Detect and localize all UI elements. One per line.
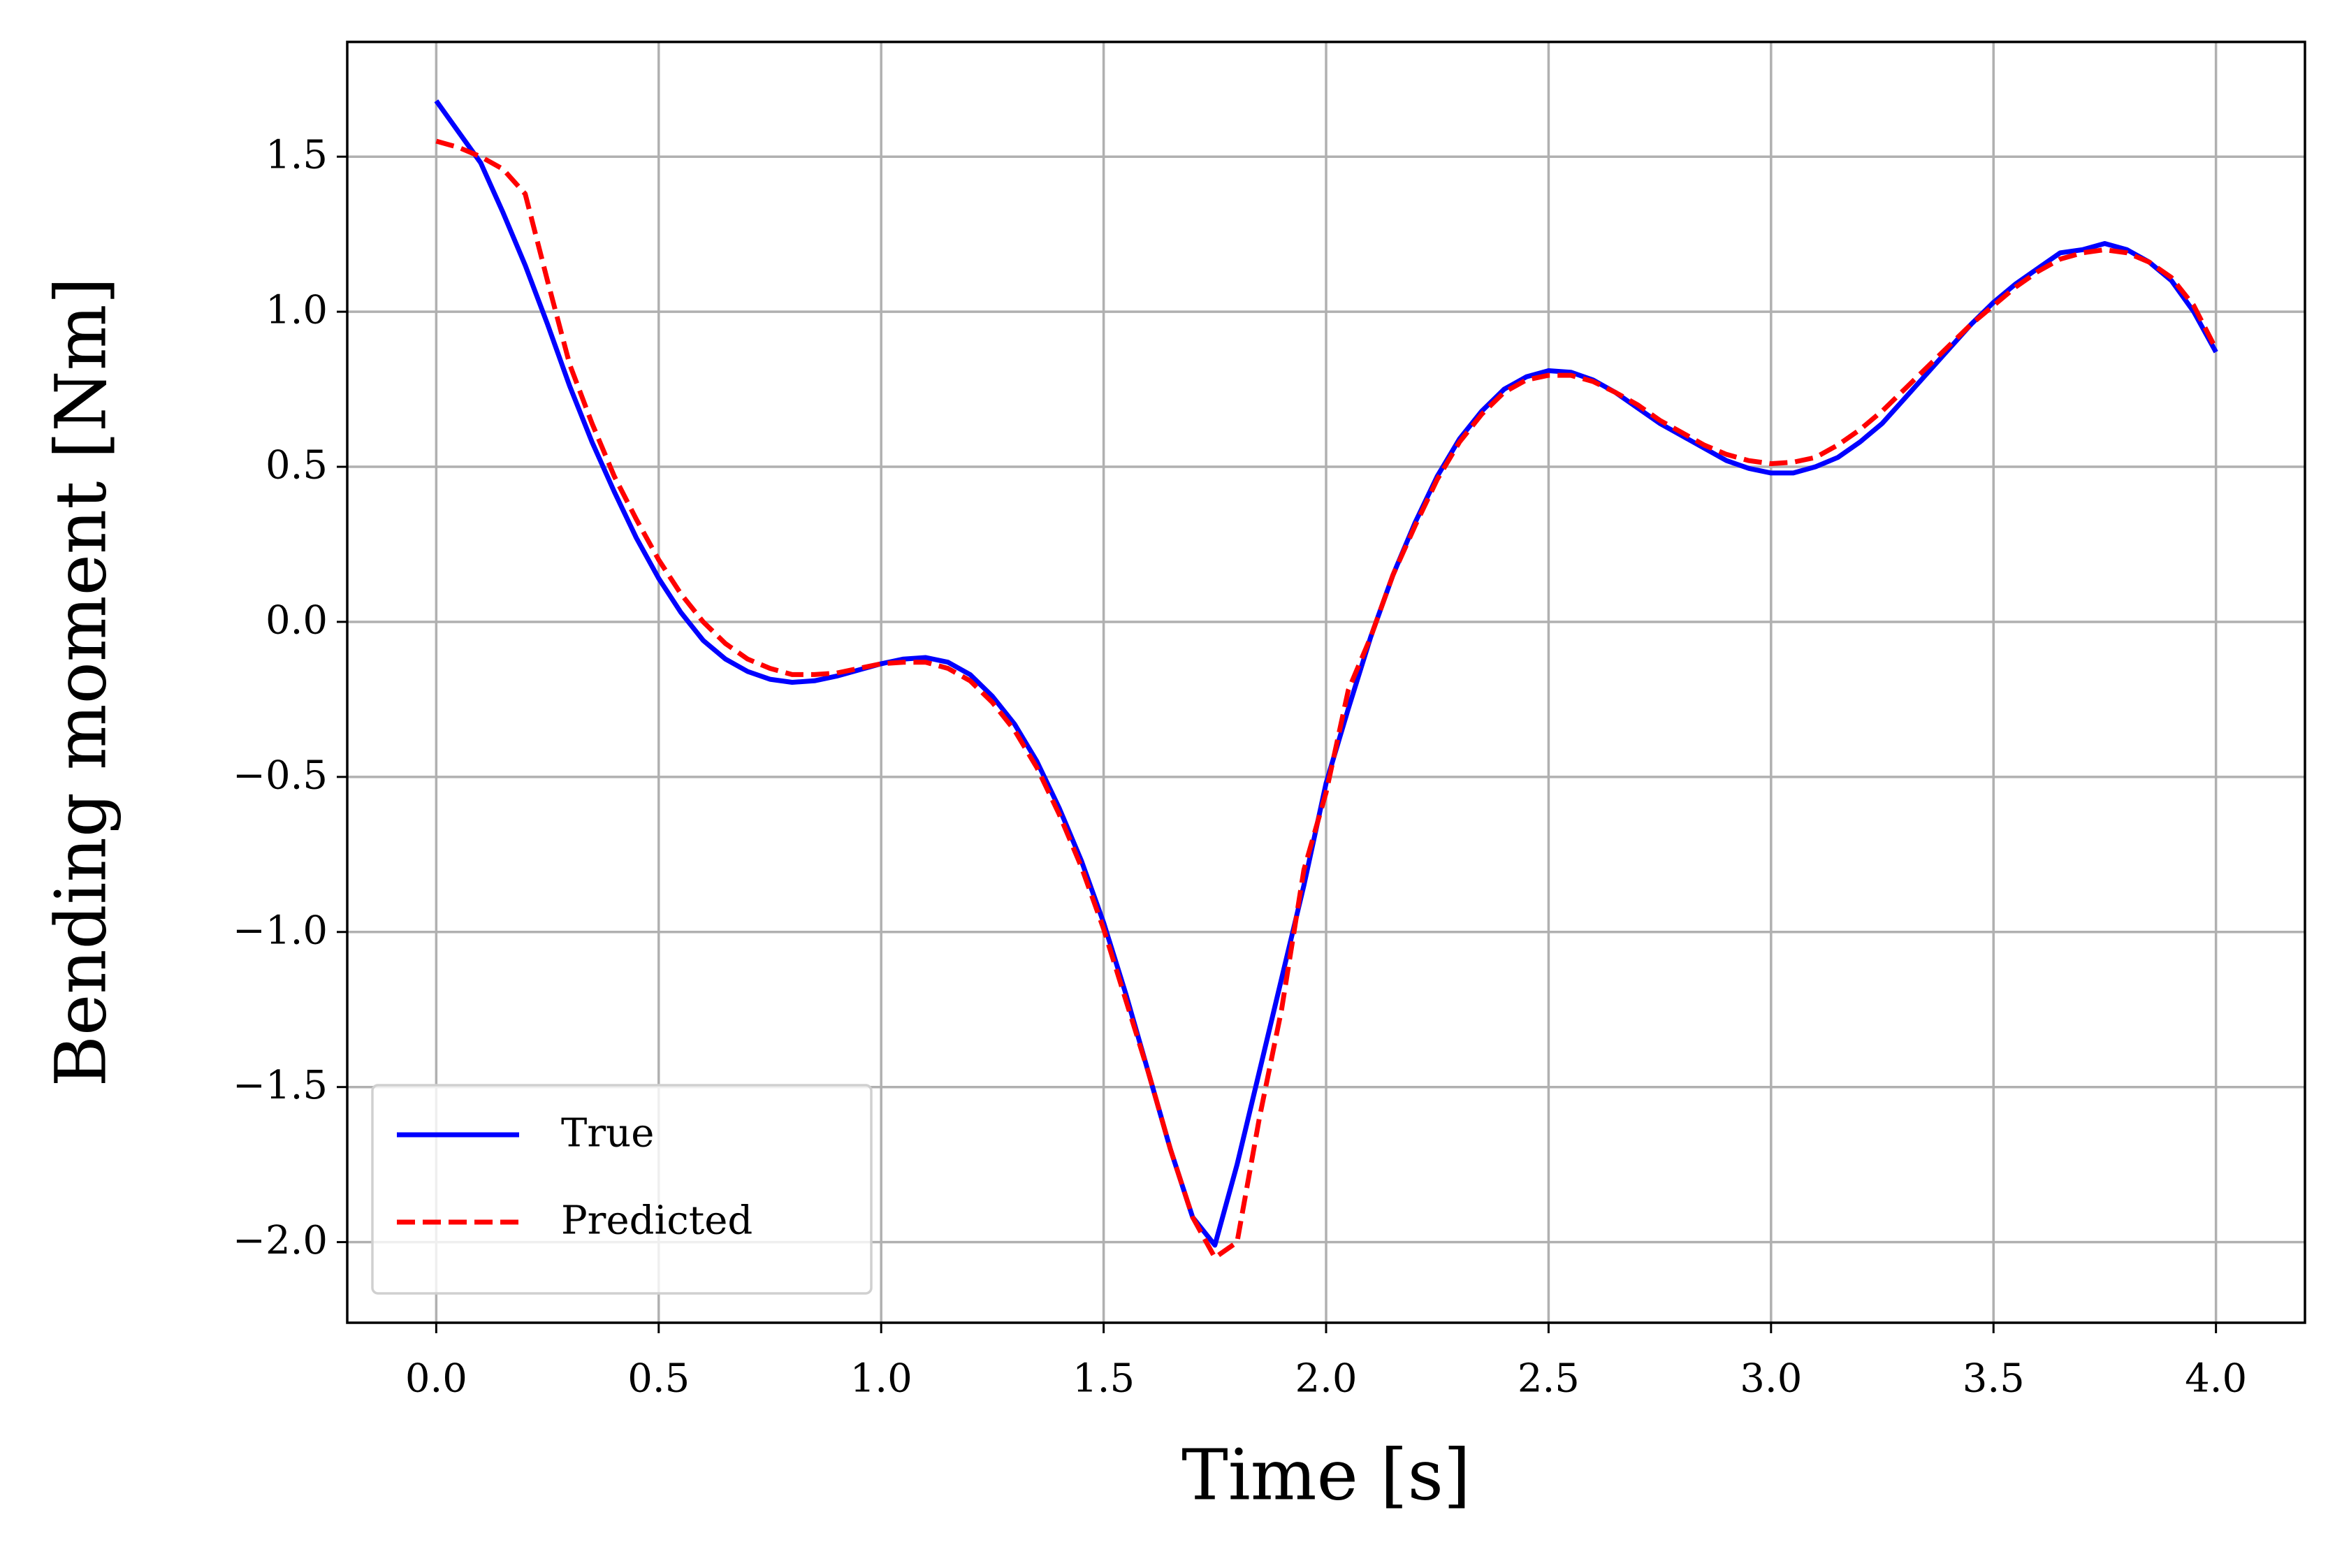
- x-tick-label: 1.5: [1072, 1356, 1135, 1402]
- x-tick-label: 4.0: [2185, 1356, 2247, 1402]
- legend-label: True: [561, 1111, 654, 1156]
- y-tick-label: −0.5: [233, 753, 328, 798]
- y-tick-label: 1.0: [265, 288, 328, 333]
- y-tick-label: 1.5: [265, 133, 328, 178]
- x-tick-label: 0.0: [405, 1356, 467, 1402]
- legend-label: Predicted: [561, 1198, 752, 1244]
- series-line: [434, 99, 2218, 1248]
- y-tick-label: 0.0: [265, 597, 328, 643]
- x-tick-label: 0.5: [627, 1356, 690, 1402]
- x-tick-label: 3.0: [1740, 1356, 1802, 1402]
- y-tick-label: −1.0: [233, 908, 328, 953]
- x-tick-label: 2.5: [1518, 1356, 1580, 1402]
- y-tick-label: −2.0: [233, 1218, 328, 1263]
- x-axis-label: Time [s]: [1181, 1435, 1471, 1516]
- y-tick-label: −1.5: [233, 1063, 328, 1108]
- y-axis-label: Bending moment [Nm]: [41, 277, 122, 1087]
- x-tick-label: 3.5: [1963, 1356, 2025, 1402]
- x-tick-label: 2.0: [1295, 1356, 1357, 1402]
- legend: True Predicted: [371, 1084, 873, 1295]
- x-tick-label: 1.0: [850, 1356, 912, 1402]
- plot-frame: [346, 41, 2306, 1324]
- series-line: [435, 138, 2218, 1261]
- y-tick-label: 0.5: [265, 443, 328, 488]
